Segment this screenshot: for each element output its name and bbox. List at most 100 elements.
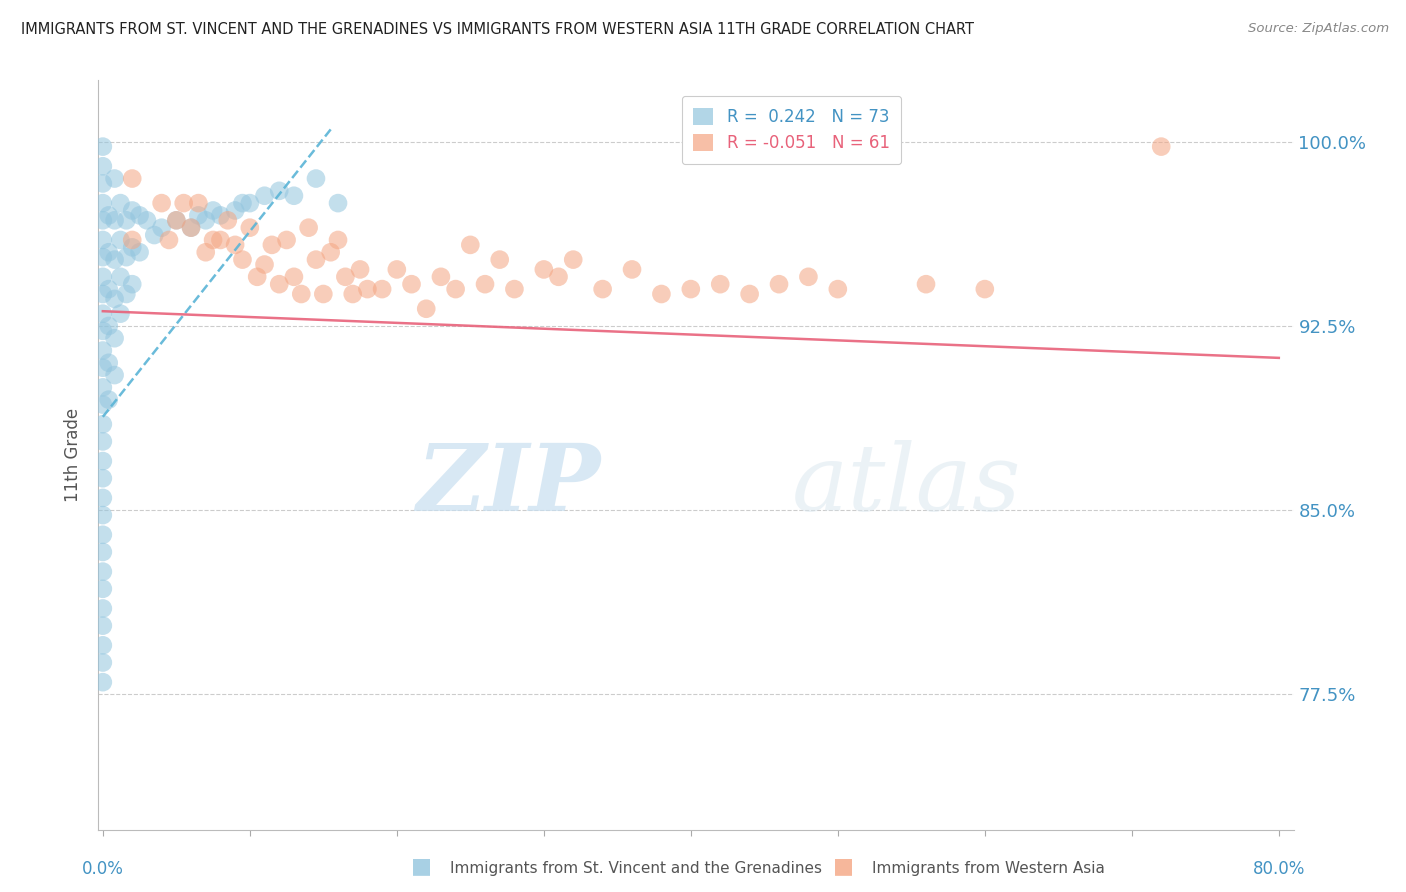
Point: [231, 196, 253, 211]
Point: [401, 277, 423, 292]
Point: [547, 269, 569, 284]
Text: ■: ■: [834, 856, 853, 876]
Point: [91, 380, 114, 394]
Point: [474, 277, 496, 292]
Point: [165, 213, 187, 227]
Point: [121, 277, 143, 292]
Point: [115, 213, 138, 227]
Text: Source: ZipAtlas.com: Source: ZipAtlas.com: [1249, 22, 1389, 36]
Point: [253, 188, 276, 202]
Point: [104, 171, 127, 186]
Point: [128, 245, 150, 260]
Point: [217, 213, 239, 227]
Point: [150, 196, 173, 211]
Point: [562, 252, 585, 267]
Point: [319, 245, 342, 260]
Point: [91, 434, 114, 449]
Point: [143, 228, 166, 243]
Point: [91, 233, 114, 247]
Point: [305, 252, 328, 267]
Point: [444, 282, 467, 296]
Point: [915, 277, 938, 292]
Point: [91, 307, 114, 321]
Point: [91, 582, 114, 596]
Point: [104, 213, 127, 227]
Text: Immigrants from St. Vincent and the Grenadines: Immigrants from St. Vincent and the Gren…: [450, 861, 823, 876]
Point: [342, 287, 364, 301]
Point: [91, 159, 114, 173]
Point: [202, 203, 225, 218]
Point: [239, 196, 262, 211]
Point: [246, 269, 269, 284]
Point: [768, 277, 790, 292]
Point: [224, 203, 246, 218]
Point: [269, 277, 291, 292]
Point: [430, 269, 453, 284]
Point: [165, 213, 187, 227]
Point: [91, 196, 114, 211]
Text: 80.0%: 80.0%: [1253, 860, 1305, 878]
Point: [97, 208, 120, 222]
Point: [91, 269, 114, 284]
Point: [797, 269, 820, 284]
Point: [187, 208, 209, 222]
Text: IMMIGRANTS FROM ST. VINCENT AND THE GRENADINES VS IMMIGRANTS FROM WESTERN ASIA 1: IMMIGRANTS FROM ST. VINCENT AND THE GREN…: [21, 22, 974, 37]
Point: [110, 233, 132, 247]
Point: [97, 356, 120, 370]
Point: [110, 269, 132, 284]
Point: [91, 360, 114, 375]
Point: [326, 196, 349, 211]
Point: [298, 220, 321, 235]
Point: [349, 262, 371, 277]
Point: [621, 262, 644, 277]
Point: [128, 208, 150, 222]
Point: [91, 565, 114, 579]
Point: [97, 318, 120, 333]
Point: [173, 196, 195, 211]
Point: [371, 282, 394, 296]
Text: Immigrants from Western Asia: Immigrants from Western Asia: [872, 861, 1105, 876]
Point: [290, 287, 312, 301]
Point: [679, 282, 702, 296]
Point: [224, 238, 246, 252]
Point: [104, 252, 127, 267]
Point: [110, 307, 132, 321]
Point: [91, 638, 114, 652]
Point: [276, 233, 298, 247]
Point: [973, 282, 995, 296]
Point: [91, 675, 114, 690]
Point: [827, 282, 849, 296]
Point: [121, 203, 143, 218]
Point: [104, 331, 127, 345]
Point: [283, 269, 305, 284]
Point: [91, 508, 114, 522]
Point: [283, 188, 305, 202]
Point: [415, 301, 437, 316]
Point: [91, 618, 114, 632]
Point: [650, 287, 672, 301]
Point: [209, 208, 232, 222]
Point: [187, 196, 209, 211]
Point: [1150, 139, 1173, 153]
Point: [239, 220, 262, 235]
Point: [157, 233, 180, 247]
Point: [253, 258, 276, 272]
Point: [91, 398, 114, 412]
Point: [592, 282, 614, 296]
Point: [91, 454, 114, 468]
Point: [115, 250, 138, 264]
Point: [91, 177, 114, 191]
Point: [738, 287, 761, 301]
Text: ZIP: ZIP: [416, 440, 600, 530]
Point: [91, 139, 114, 153]
Point: [488, 252, 510, 267]
Point: [194, 245, 217, 260]
Point: [305, 171, 328, 186]
Point: [202, 233, 225, 247]
Point: [91, 324, 114, 338]
Point: [709, 277, 731, 292]
Point: [121, 171, 143, 186]
Point: [91, 343, 114, 358]
Point: [136, 213, 159, 227]
Point: [503, 282, 526, 296]
